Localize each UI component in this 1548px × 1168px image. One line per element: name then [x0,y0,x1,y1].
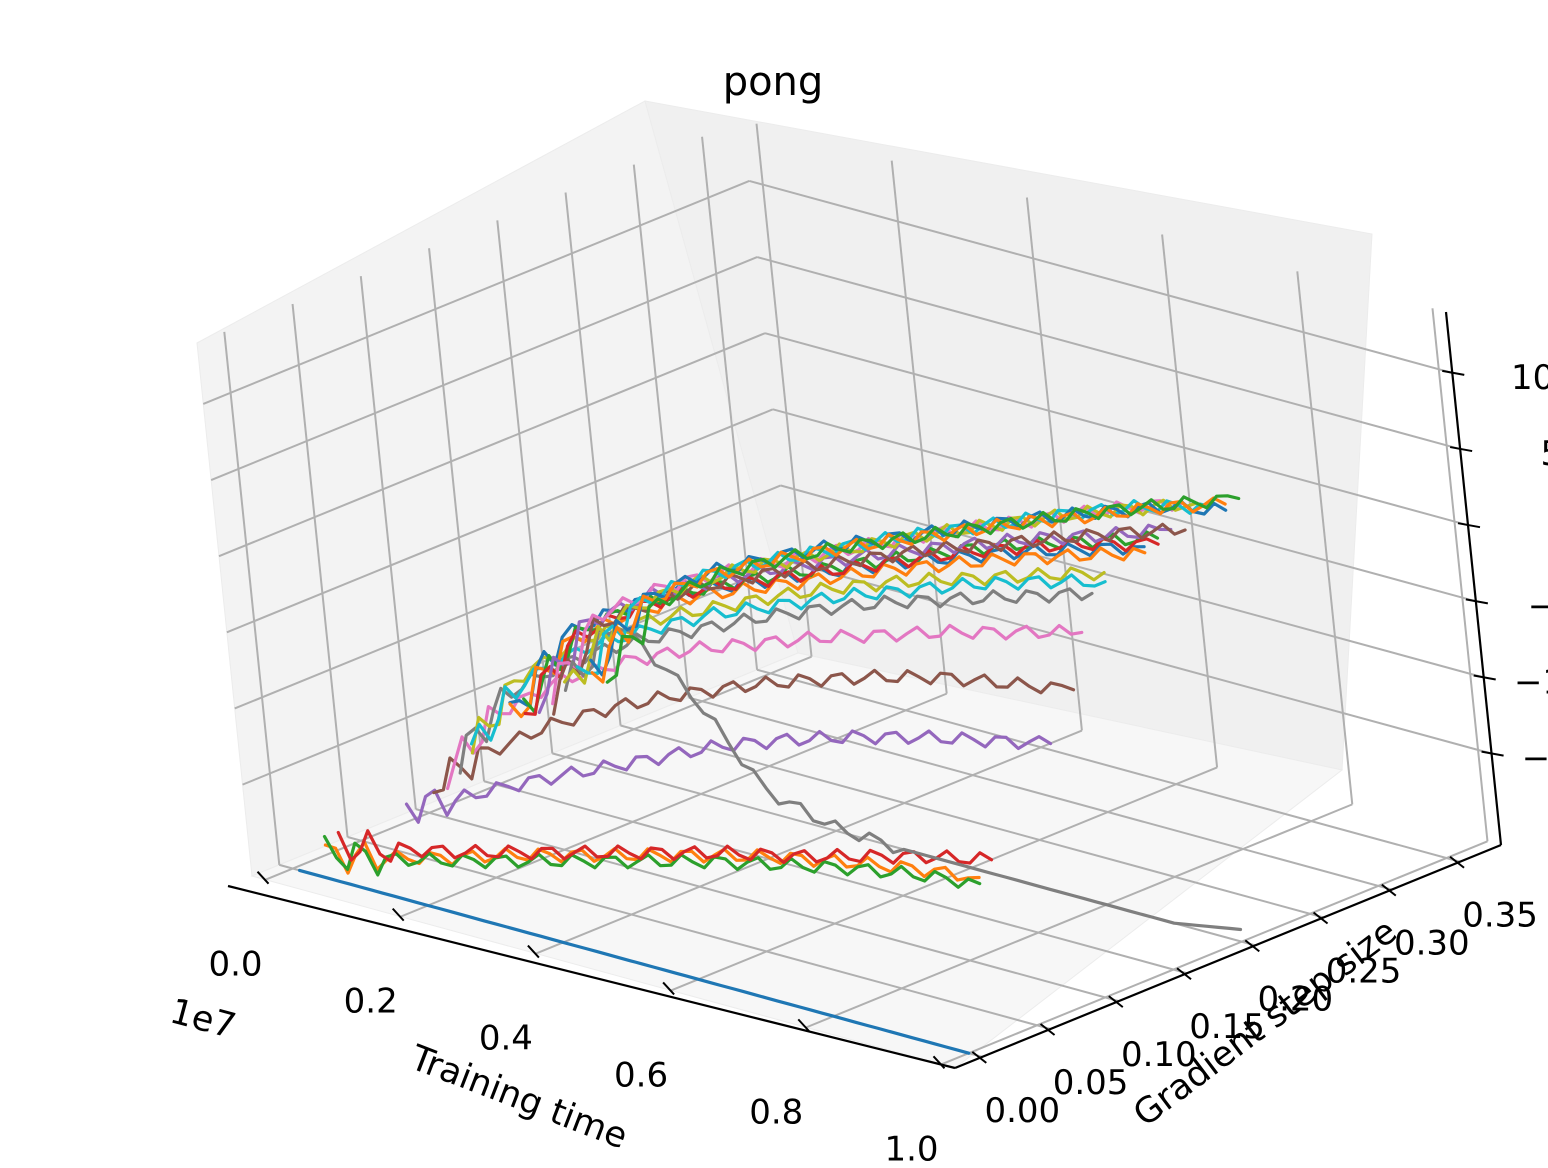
grid-y-left-0 [223,331,281,865]
y-tick-6 [1381,883,1397,897]
x-axis-line [227,884,956,1070]
series-line-7 [458,587,1094,775]
series-line-5 [432,668,1076,795]
y-axis-label: Gradient step size [1126,912,1404,1135]
z-tick-label-4: 5 [1541,434,1548,474]
grid-y-left-1 [291,303,349,838]
grid-y-left-3 [428,248,486,782]
x-tick-label-3: 0.6 [614,1055,668,1095]
y-tick-label-6: 0.30 [1394,924,1470,964]
grid-x-floor-5 [941,840,1488,1066]
z-tick-label-0: −15 [1522,739,1548,779]
grid-x-back-2 [1025,197,1083,731]
z-tick-1 [1473,674,1496,681]
x-tick-label-1: 0.2 [344,982,398,1022]
z-tick-5 [1442,369,1465,376]
z-axis-line [1444,311,1503,846]
series-line-3 [336,829,994,865]
z-tick-0 [1481,750,1504,757]
grid-x-floor-3 [670,766,1218,992]
series-line-22 [605,494,1241,684]
grid-z-back-3 [764,332,1469,527]
x-tick-5 [932,1055,946,1069]
grid-y-floor-7 [756,668,1461,863]
y-axis-line [954,843,1502,1070]
grid-y-floor-1 [347,836,1051,1030]
y-tick-label-1: 0.05 [1053,1063,1129,1103]
x-tick-1 [391,907,405,922]
y-tick-3 [1176,967,1192,981]
x-tick-3 [662,981,675,996]
series-line-6 [446,623,1084,791]
x-tick-label-0: 0.0 [208,945,262,985]
series-line-0 [298,868,971,1055]
tick-labels: 0.00.20.40.60.81.00.000.050.100.150.200.… [208,358,1548,1168]
z-tick-label-5: 10 [1511,358,1548,398]
grid-y-left-4 [496,220,554,754]
series-line-2 [322,834,982,889]
grid-z-left-4 [210,256,758,481]
series-line-14 [537,523,1173,715]
tick-marks [256,369,1504,1069]
y-tick-label-7: 0.35 [1462,896,1538,936]
y-tick-5 [1312,911,1329,925]
z-tick-label-2: −5 [1528,586,1548,626]
series-line-12 [522,530,1160,714]
grid-x-floor-4 [805,803,1353,1029]
grid-y-floor-6 [688,696,1393,891]
y-tick-label-2: 0.10 [1121,1035,1197,1075]
grid-y-floor-2 [415,808,1120,1003]
z-tick-3 [1457,522,1481,529]
x-tick-label-5: 1.0 [884,1129,938,1168]
series-line-4 [404,729,1053,824]
series-lines [298,494,1243,1055]
grid-z-back-4 [756,256,1461,451]
y-tick-2 [1108,995,1124,1008]
grid-z-left-2 [226,408,774,634]
grid-z-left-5 [202,179,750,405]
x-axis-offset-label: 1e7 [166,992,240,1048]
grid-z-back-1 [780,484,1484,679]
y-tick-7 [1449,855,1465,869]
x-tick-0 [256,871,270,885]
grid-z-back-5 [749,179,1453,374]
series-line-18 [562,498,1199,685]
grid-x-floor-2 [535,729,1083,955]
grid-z-left-3 [218,332,766,558]
z-tick-4 [1449,446,1473,453]
z-tick-label-1: −10 [1514,662,1548,702]
y-tick-label-0: 0.00 [984,1091,1060,1131]
floor-pane [250,652,1344,1069]
y-tick-label-4: 0.20 [1257,979,1333,1019]
grid-z-left-1 [234,484,782,710]
y-tick-4 [1244,939,1260,953]
grid-y-floor-3 [483,780,1188,975]
chart-title: pong [723,59,824,105]
series-line-19 [575,499,1213,676]
x-tick-label-2: 0.4 [479,1019,533,1059]
grid-x-back-0 [755,123,813,657]
y-tick-label-3: 0.15 [1189,1007,1265,1047]
grid-lines [202,123,1492,1066]
x-tick-4 [797,1018,811,1033]
axis-lines [227,311,1503,1070]
z-tick-2 [1465,598,1489,605]
series-line-15 [552,522,1187,716]
series-line-17 [563,627,1243,932]
x-tick-label-4: 0.8 [749,1092,803,1132]
x-tick-2 [527,944,540,959]
grid-x-back-4 [1296,271,1354,805]
y-tick-label-5: 0.25 [1326,951,1402,991]
grid-x-back-5 [1431,308,1489,842]
grid-y-left-2 [359,275,417,810]
y-tick-1 [1039,1023,1056,1036]
y-tick-0 [971,1051,987,1064]
